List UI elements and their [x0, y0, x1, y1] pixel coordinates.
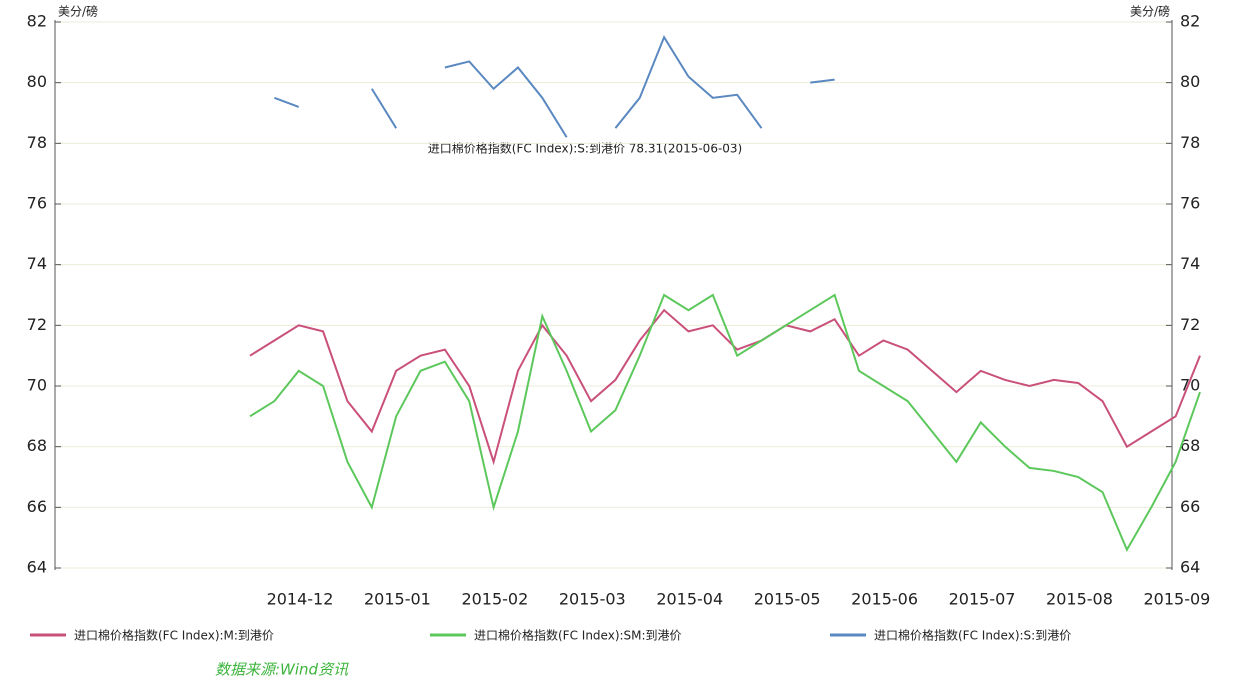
- legend-label: 进口棉价格指数(FC Index):SM:到港价: [474, 628, 682, 643]
- x-tick-label: 2015-05: [754, 590, 821, 609]
- y2-tick-label: 72: [1180, 315, 1200, 334]
- x-tick-label: 2015-04: [656, 590, 723, 609]
- source: 数据来源:Wind资讯: [215, 661, 349, 679]
- series-line: [250, 295, 1200, 550]
- y-tick-label: 68: [27, 436, 47, 455]
- x-tick-label: 2015-07: [949, 590, 1016, 609]
- y-tick-label: 72: [27, 315, 47, 334]
- y2-tick-label: 74: [1180, 254, 1200, 273]
- y2-tick-label: 80: [1180, 72, 1200, 91]
- x-tick-label: 2015-08: [1046, 590, 1113, 609]
- tooltip: 进口棉价格指数(FC Index):S:到港价 78.31(2015-06-03…: [428, 141, 742, 156]
- unit-left: 美分/磅: [58, 4, 98, 19]
- x-tick-label: 2015-09: [1143, 590, 1210, 609]
- legend-label: 进口棉价格指数(FC Index):S:到港价: [874, 628, 1071, 643]
- chart: 美分/磅 美分/磅 进口棉价格指数(FC Index):S:到港价 78.31(…: [0, 0, 1235, 684]
- y-tick-label: 64: [27, 558, 47, 577]
- x-tick-label: 2015-03: [559, 590, 626, 609]
- y2-tick-label: 82: [1180, 12, 1200, 31]
- unit-right: 美分/磅: [1130, 4, 1170, 19]
- legend-label: 进口棉价格指数(FC Index):M:到港价: [74, 628, 274, 643]
- x-tick-label: 2015-01: [364, 590, 431, 609]
- y2-tick-label: 66: [1180, 497, 1200, 516]
- x-tick-label: 2015-02: [461, 590, 528, 609]
- x-tick-label: 2014-12: [267, 590, 334, 609]
- y-tick-label: 82: [27, 12, 47, 31]
- y2-tick-label: 64: [1180, 558, 1200, 577]
- y-tick-label: 70: [27, 376, 47, 395]
- y-tick-label: 80: [27, 72, 47, 91]
- series-line: [274, 37, 834, 137]
- y-tick-label: 78: [27, 133, 47, 152]
- y-tick-label: 74: [27, 254, 47, 273]
- y2-tick-label: 78: [1180, 133, 1200, 152]
- y2-tick-label: 76: [1180, 194, 1200, 213]
- y-tick-label: 76: [27, 194, 47, 213]
- x-tick-label: 2015-06: [851, 590, 918, 609]
- y-tick-label: 66: [27, 497, 47, 516]
